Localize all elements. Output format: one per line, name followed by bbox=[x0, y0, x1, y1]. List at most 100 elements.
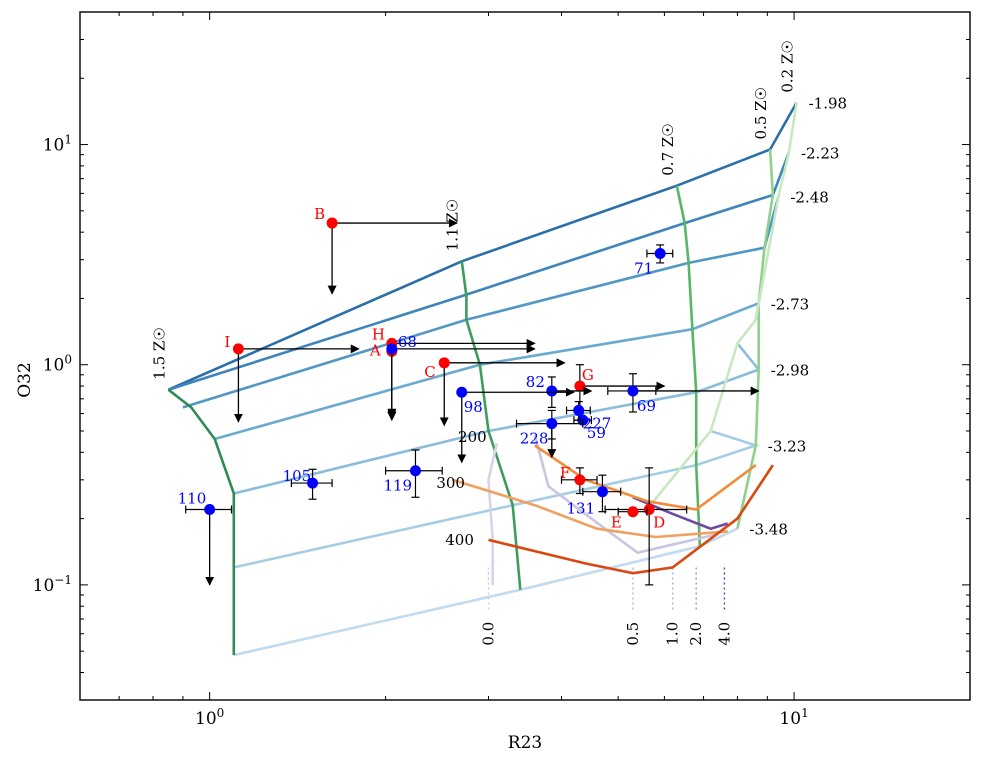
data-point-label: F bbox=[560, 464, 570, 482]
x-tick-label: 100 bbox=[195, 706, 224, 729]
layer-model-grid bbox=[167, 101, 798, 657]
data-point-marker bbox=[546, 385, 558, 397]
magnetic-label: 0.5 bbox=[624, 622, 642, 646]
x-tick-base: 10 bbox=[779, 709, 801, 729]
data-point-label: B bbox=[314, 205, 325, 223]
metallicity-label: 0.5 Z☉ bbox=[752, 87, 770, 140]
data-point-label: G bbox=[582, 366, 594, 384]
plot-frame bbox=[79, 11, 971, 701]
data-point-label: 105 bbox=[283, 467, 312, 485]
data-point-group: 98 bbox=[456, 386, 575, 464]
x-axis-label: R23 bbox=[508, 733, 542, 753]
data-point-marker bbox=[386, 343, 398, 355]
data-point-marker bbox=[627, 506, 639, 518]
velocity-label: 300 bbox=[436, 474, 465, 492]
data-point-group: F bbox=[560, 464, 598, 495]
magnetic-label: 0.0 bbox=[479, 622, 497, 646]
shock-curve bbox=[488, 464, 774, 575]
y-tick-exponent: −1 bbox=[54, 573, 72, 587]
data-point-marker bbox=[204, 503, 216, 515]
y-tick-exponent: 0 bbox=[64, 353, 72, 367]
layer-data-points: A B C D E F G H I 59 68 69 71 82 98 105 110 119 131 227 228 bbox=[178, 205, 760, 586]
ionization-label: -2.23 bbox=[801, 145, 839, 163]
metallicity-label: 0.7 Z☉ bbox=[659, 123, 677, 176]
metallicity-label: 1.5 Z☉ bbox=[150, 327, 168, 380]
data-point-group: E bbox=[611, 506, 648, 532]
x-tick-label: 101 bbox=[779, 706, 808, 729]
data-point-group: 71 bbox=[634, 244, 674, 278]
data-point-marker bbox=[574, 474, 586, 486]
data-point-marker bbox=[307, 477, 319, 489]
metallicity-line bbox=[645, 102, 798, 511]
y-tick-label: 10−1 bbox=[33, 573, 72, 596]
shock-curve bbox=[534, 444, 757, 511]
data-point-label: 228 bbox=[520, 430, 549, 448]
ionization-label: -3.48 bbox=[749, 521, 787, 539]
velocity-label: 200 bbox=[458, 428, 487, 446]
metallicity-line bbox=[460, 261, 522, 590]
data-point-group: 228 bbox=[515, 409, 584, 459]
metallicity-line bbox=[675, 185, 702, 547]
data-point-group: 69 bbox=[607, 373, 760, 415]
data-point-label: C bbox=[424, 363, 435, 381]
y-tick-label: 101 bbox=[43, 133, 72, 156]
y-axis-label: O32 bbox=[15, 362, 35, 398]
magnetic-label: 2.0 bbox=[687, 622, 705, 646]
data-point-label: I bbox=[224, 333, 230, 351]
data-point-group: 227 bbox=[565, 400, 612, 432]
metallicity-line bbox=[167, 388, 236, 656]
data-point-label: 82 bbox=[526, 373, 545, 391]
data-point-label: 71 bbox=[634, 260, 653, 278]
data-point-label: 131 bbox=[566, 500, 595, 518]
data-point-group: 119 bbox=[383, 449, 443, 498]
data-point-marker bbox=[409, 465, 421, 477]
shock-curve bbox=[487, 442, 499, 585]
ionization-label: -3.23 bbox=[768, 437, 806, 455]
data-point-label: 227 bbox=[583, 414, 612, 432]
data-point-group: 110 bbox=[178, 489, 233, 586]
data-point-marker bbox=[456, 386, 468, 398]
x-tick-base: 10 bbox=[195, 709, 217, 729]
data-point-group: 68 bbox=[386, 333, 536, 418]
data-point-group: 131 bbox=[566, 474, 622, 518]
ionization-label: -1.98 bbox=[809, 95, 847, 113]
data-point-label: A bbox=[369, 341, 381, 359]
x-tick-exponent: 0 bbox=[217, 706, 225, 720]
layer-labels: -1.98 -2.23 -2.48 -2.73 -2.98 -3.23 -3.48 1.5 Z… bbox=[150, 40, 847, 645]
ionization-label: -2.98 bbox=[771, 362, 809, 380]
data-point-label: 68 bbox=[398, 333, 417, 351]
data-point-marker bbox=[627, 385, 639, 397]
y-tick-label: 100 bbox=[43, 353, 72, 376]
metallicity-label: 1.1 Z☉ bbox=[444, 199, 462, 252]
data-point-label: 98 bbox=[464, 398, 483, 416]
data-point-marker bbox=[574, 380, 586, 392]
data-point-marker bbox=[438, 357, 450, 369]
data-point-group: 105 bbox=[283, 467, 333, 500]
velocity-label: 400 bbox=[445, 531, 474, 549]
data-point-marker bbox=[654, 248, 666, 260]
shock-curve bbox=[533, 434, 718, 555]
data-point-label: H bbox=[372, 325, 385, 343]
y-tick-base: 10 bbox=[33, 576, 55, 596]
y-tick-base: 10 bbox=[43, 356, 65, 376]
data-point-marker bbox=[326, 217, 338, 229]
data-point-marker bbox=[596, 486, 608, 498]
data-point-label: 59 bbox=[587, 424, 606, 442]
shock-curve bbox=[451, 478, 728, 539]
x-tick-exponent: 1 bbox=[801, 706, 809, 720]
data-point-label: 110 bbox=[178, 489, 207, 507]
data-point-marker bbox=[232, 343, 244, 355]
magnetic-label: 4.0 bbox=[715, 622, 733, 646]
data-point-marker bbox=[573, 404, 585, 416]
data-point-group: B bbox=[314, 205, 458, 295]
layer-shock-grid bbox=[451, 434, 774, 613]
data-point-label: 119 bbox=[383, 477, 412, 495]
data-point-label: E bbox=[611, 514, 622, 532]
data-point-group: C bbox=[424, 357, 566, 427]
y-tick-base: 10 bbox=[43, 136, 65, 156]
magnetic-label: 1.0 bbox=[664, 622, 682, 646]
metallicity-label: 0.2 Z☉ bbox=[779, 40, 797, 93]
data-point-marker bbox=[546, 418, 558, 430]
